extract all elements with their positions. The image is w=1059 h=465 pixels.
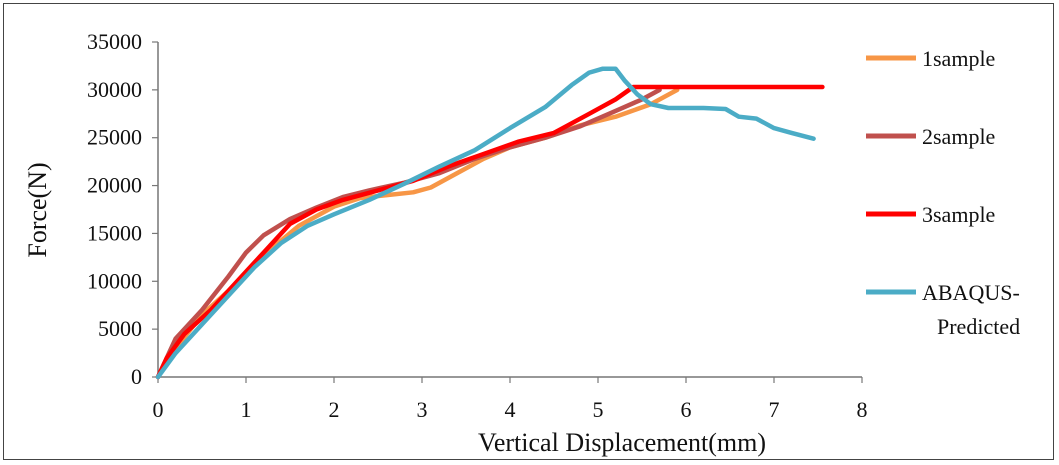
x-tick-label: 2 [329, 397, 340, 422]
x-axis-title: Vertical Displacement(mm) [478, 428, 766, 457]
axes: 0 5000 10000 15000 20000 25000 30000 35000 0 1 2 3 4… [87, 29, 868, 422]
y-tick-label: 0 [131, 364, 142, 389]
legend-label-2: 2sample [922, 124, 995, 149]
y-tick-label: 5000 [98, 316, 142, 341]
legend-label-4: ABAQUS-Predicted [922, 280, 1020, 339]
y-tick-label: 30000 [87, 77, 142, 102]
series-layer [155, 66, 825, 380]
legend: 1sample 2sample 3sample ABAQUS-Predicted [866, 46, 1020, 339]
series-line-4 [155, 66, 816, 380]
y-tick-label: 20000 [87, 173, 142, 198]
x-tick-label: 0 [153, 397, 164, 422]
y-tick-label: 15000 [87, 220, 142, 245]
legend-label-3: 3sample [922, 202, 995, 227]
x-tick-label: 3 [417, 397, 428, 422]
x-tick-label: 7 [769, 397, 780, 422]
x-tick-label: 6 [681, 397, 692, 422]
series-line-1 [155, 87, 680, 380]
y-tick-label: 25000 [87, 125, 142, 150]
x-tick-label: 4 [505, 397, 516, 422]
x-tick-label: 1 [241, 397, 252, 422]
series-line-2 [155, 87, 662, 380]
y-tick-label: 35000 [87, 29, 142, 54]
y-tick-label: 10000 [87, 268, 142, 293]
chart-frame [3, 3, 1054, 460]
legend-label-1: 1sample [922, 46, 995, 71]
x-tick-label: 8 [857, 397, 868, 422]
x-tick-label: 5 [593, 397, 604, 422]
series-line-3 [155, 84, 825, 380]
y-axis-title: Force(N) [23, 162, 52, 257]
